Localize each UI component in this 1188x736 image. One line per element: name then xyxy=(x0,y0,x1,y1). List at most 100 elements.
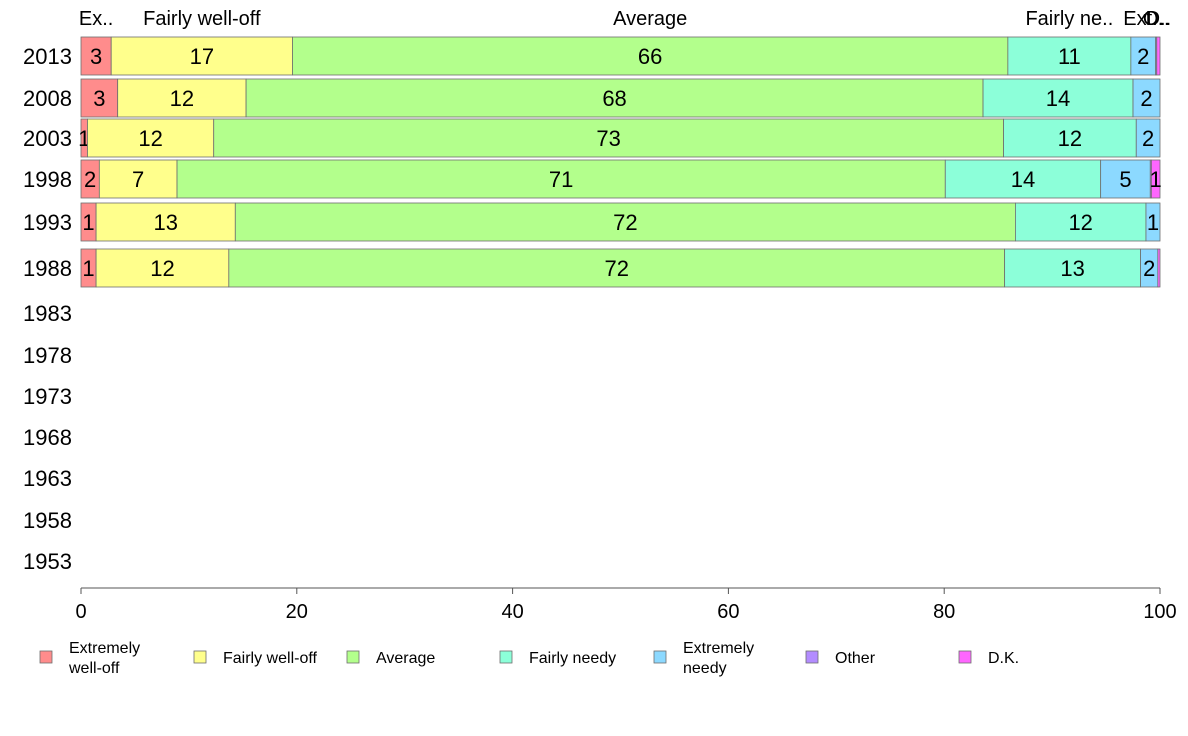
data-label-1988-average: 72 xyxy=(604,256,628,281)
legend-swatch-other xyxy=(805,650,819,664)
year-label-1958: 1958 xyxy=(23,508,72,533)
year-label-1978: 1978 xyxy=(23,343,72,368)
legend-label-extremely-well-off: Extremely well-off xyxy=(68,640,140,677)
data-label-2013-extremely-needy: 2 xyxy=(1137,44,1149,69)
legend-swatch-extremely-well-off xyxy=(39,650,53,664)
data-label-2003-fairly-well-off: 12 xyxy=(138,126,162,151)
x-tick-label-0: 0 xyxy=(75,601,86,623)
bar-1993-fairly-needy xyxy=(1015,202,1147,242)
year-label-1998: 1998 xyxy=(23,167,72,192)
bar-2003-fairly-well-off xyxy=(87,118,215,158)
legend-swatch-fairly-needy xyxy=(499,650,513,664)
data-label-1998-extremely-well-off: 2 xyxy=(84,167,96,192)
legend: Extremely well-off Fairly well-off Average F… xyxy=(39,640,1019,677)
bar-1998-fairly-well-off xyxy=(98,159,178,199)
data-label-2013-fairly-well-off: 17 xyxy=(190,44,214,69)
year-label-1953: 1953 xyxy=(23,549,72,574)
year-label-1983: 1983 xyxy=(23,301,72,326)
data-label-1988-fairly-needy: 13 xyxy=(1060,256,1084,281)
bar-2013-fairly-needy xyxy=(1007,36,1132,76)
x-tick-label-60: 60 xyxy=(717,601,739,623)
bar-1998-fairly-needy xyxy=(944,159,1102,199)
data-label-1993-extremely-well-off: 1 xyxy=(82,210,94,235)
top-label-fairly-well-off: Fairly well-off xyxy=(143,8,261,30)
top-label-average: Average xyxy=(613,8,687,30)
data-label-1998-extremely-needy: 5 xyxy=(1119,167,1131,192)
bar-1998-d-k- xyxy=(1150,159,1161,199)
data-label-2003-average: 73 xyxy=(596,126,620,151)
bar-1988-fairly-needy xyxy=(1004,248,1141,288)
data-label-2008-average: 68 xyxy=(602,86,626,111)
bar-2003-fairly-needy xyxy=(1003,118,1137,158)
top-label-extremely-well-off: Ex.. xyxy=(79,8,113,30)
legend-label-fairly-needy: Fairly needy xyxy=(529,650,616,667)
bar-2008-fairly-needy xyxy=(982,78,1134,118)
data-label-1993-extremely-needy: 1 xyxy=(1147,210,1159,235)
bar-2013-extremely-well-off xyxy=(80,36,112,76)
bar-2008-extremely-needy xyxy=(1132,78,1161,118)
data-label-2008-fairly-well-off: 12 xyxy=(170,86,194,111)
legend-swatch-fairly-well-off xyxy=(193,650,207,664)
data-label-1988-extremely-needy: 2 xyxy=(1143,256,1155,281)
bar-1993-extremely-needy xyxy=(1145,202,1161,242)
y-axis-labels: 2013 2008 2003 1998 1993 1988 1983 1978 1973 1968… xyxy=(23,44,72,574)
bar-1998-extremely-needy xyxy=(1100,159,1151,199)
bar-1988-average xyxy=(228,248,1006,288)
legend-swatch-extremely-needy xyxy=(653,650,667,664)
top-label-other: O.. xyxy=(1143,8,1170,30)
data-label-2003-extremely-needy: 2 xyxy=(1142,126,1154,151)
data-label-2013-fairly-needy: 11 xyxy=(1058,44,1081,69)
bar-2008-fairly-well-off xyxy=(117,78,247,118)
top-series-labels: Ex.. Fairly well-off Average Fairly ne.. Ext… xyxy=(79,8,1171,30)
x-tick-label-20: 20 xyxy=(286,601,308,623)
data-label-1988-extremely-well-off: 1 xyxy=(82,256,94,281)
year-label-1963: 1963 xyxy=(23,466,72,491)
bar-2003-extremely-needy xyxy=(1135,118,1161,158)
legend-swatch-average xyxy=(346,650,360,664)
data-label-1998-fairly-well-off: 7 xyxy=(132,167,144,192)
legend-label-average: Average xyxy=(376,650,435,667)
bar-2003-average xyxy=(213,118,1004,158)
data-label-1988-fairly-well-off: 12 xyxy=(150,256,174,281)
data-label-1993-average: 72 xyxy=(613,210,637,235)
year-label-1973: 1973 xyxy=(23,384,72,409)
data-label-2008-extremely-well-off: 3 xyxy=(93,86,105,111)
legend-swatch-d-k- xyxy=(958,650,972,664)
x-tick-label-100: 100 xyxy=(1143,601,1176,623)
bars-layer: 3 17 66 11 23 12 68 14 21 12 73 12 22 7 71 14 5 11 13 72 12 1… xyxy=(78,36,1162,288)
data-label-1998-d-k-: 1 xyxy=(1150,167,1162,192)
data-label-2013-extremely-well-off: 3 xyxy=(90,44,102,69)
bar-2013-d-k- xyxy=(1156,36,1161,76)
bar-1998-average xyxy=(176,159,946,199)
legend-label-extremely-needy: Extremely needy xyxy=(683,640,754,677)
legend-label-other: Other xyxy=(835,650,876,667)
x-axis: 0 20 40 60 80 100 xyxy=(75,587,1177,623)
year-label-1988: 1988 xyxy=(23,256,72,281)
data-label-2003-fairly-needy: 12 xyxy=(1058,126,1082,151)
data-label-2008-fairly-needy: 14 xyxy=(1046,86,1070,111)
year-label-1968: 1968 xyxy=(23,425,72,450)
data-label-1993-fairly-well-off: 13 xyxy=(153,210,177,235)
top-label-fairly-needy: Fairly ne.. xyxy=(1025,8,1113,30)
data-label-1998-average: 71 xyxy=(549,167,573,192)
bar-1993-average xyxy=(234,202,1016,242)
data-label-1998-fairly-needy: 14 xyxy=(1011,167,1035,192)
top-label-d-k-: D.. xyxy=(1146,8,1172,30)
year-label-2003: 2003 xyxy=(23,126,72,151)
x-tick-label-80: 80 xyxy=(933,601,955,623)
year-label-2008: 2008 xyxy=(23,86,72,111)
bar-2013-average xyxy=(292,36,1009,76)
bar-1988-d-k- xyxy=(1157,248,1161,288)
year-label-1993: 1993 xyxy=(23,210,72,235)
data-label-1993-fairly-needy: 12 xyxy=(1068,210,1092,235)
bar-2013-extremely-needy xyxy=(1130,36,1157,76)
bar-1993-fairly-well-off xyxy=(95,202,236,242)
top-label-extremely-needy: Ext.. xyxy=(1123,8,1163,30)
year-label-2013: 2013 xyxy=(23,44,72,69)
legend-label-d-k-: D.K. xyxy=(988,650,1019,667)
legend-label-fairly-well-off: Fairly well-off xyxy=(223,650,318,667)
data-label-2008-extremely-needy: 2 xyxy=(1140,86,1152,111)
bar-1988-fairly-well-off xyxy=(95,248,230,288)
data-label-2013-average: 66 xyxy=(638,44,662,69)
